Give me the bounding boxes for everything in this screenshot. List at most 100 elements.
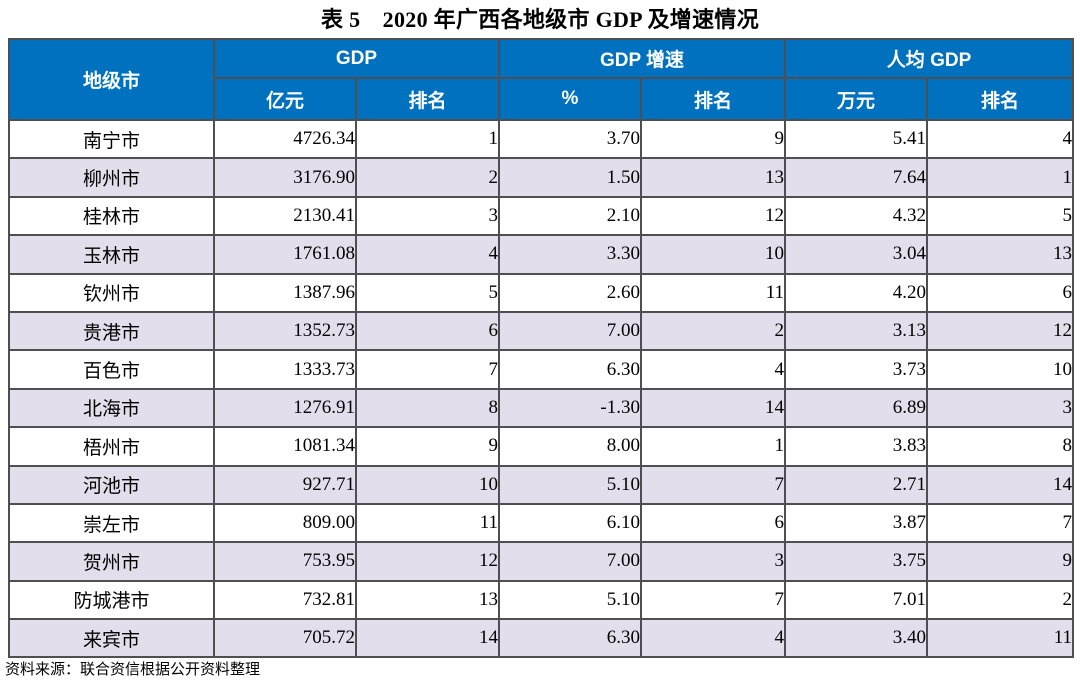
gdp-rank-cell: 3 xyxy=(355,195,500,237)
growth-rank-cell: 4 xyxy=(639,618,787,659)
city-name-cell: 桂林市 xyxy=(8,195,215,237)
growth-rank-cell: 4 xyxy=(639,349,787,390)
city-name-cell: 北海市 xyxy=(8,387,215,429)
gdp-value-cell: 1276.91 xyxy=(213,387,357,429)
gdp-value-cell: 1761.08 xyxy=(213,234,357,275)
per-capita-value-cell: 7.01 xyxy=(784,579,929,621)
growth-value-cell: 5.10 xyxy=(498,579,642,621)
gdp-rank-cell: 13 xyxy=(355,579,500,621)
per-capita-value-cell: 3.13 xyxy=(784,310,929,352)
growth-value-cell: 1.50 xyxy=(498,157,642,198)
table-row: 贵港市 1352.73 6 7.00 2 3.13 12 xyxy=(8,310,1075,352)
header-cell-gdp-rank: 排名 xyxy=(355,77,500,121)
gdp-rank-cell: 10 xyxy=(355,464,500,505)
header-cell-growth-rank: 排名 xyxy=(639,77,787,121)
growth-rank-cell: 6 xyxy=(639,502,787,544)
table-row: 河池市 927.71 10 5.10 7 2.71 14 xyxy=(8,464,1075,505)
gdp-value-cell: 1333.73 xyxy=(213,349,357,390)
growth-rank-cell: 1 xyxy=(639,426,787,467)
table-row: 南宁市 4726.34 1 3.70 9 5.41 4 xyxy=(8,118,1075,160)
growth-value-cell: 7.00 xyxy=(498,310,642,352)
growth-rank-cell: 3 xyxy=(639,541,787,582)
growth-value-cell: 6.10 xyxy=(498,502,642,544)
table-row: 防城港市 732.81 13 5.10 7 7.01 2 xyxy=(8,579,1075,621)
gdp-rank-cell: 5 xyxy=(355,272,500,313)
per-capita-value-cell: 3.04 xyxy=(784,234,929,275)
table-row: 崇左市 809.00 11 6.10 6 3.87 7 xyxy=(8,502,1075,544)
table-row: 梧州市 1081.34 9 8.00 1 3.83 8 xyxy=(8,426,1075,467)
growth-rank-cell: 14 xyxy=(639,387,787,429)
growth-rank-cell: 12 xyxy=(639,195,787,237)
per-capita-value-cell: 7.64 xyxy=(784,157,929,198)
per-capita-rank-cell: 1 xyxy=(926,157,1075,198)
per-capita-value-cell: 3.87 xyxy=(784,502,929,544)
city-name-cell: 崇左市 xyxy=(8,502,215,544)
city-name-cell: 贺州市 xyxy=(8,541,215,582)
per-capita-value-cell: 4.32 xyxy=(784,195,929,237)
city-name-cell: 来宾市 xyxy=(8,618,215,659)
gdp-value-cell: 2130.41 xyxy=(213,195,357,237)
header-cell-growth-unit: % xyxy=(498,77,642,121)
growth-value-cell: 6.30 xyxy=(498,618,642,659)
per-capita-value-cell: 3.40 xyxy=(784,618,929,659)
gdp-rank-cell: 11 xyxy=(355,502,500,544)
table-row: 钦州市 1387.96 5 2.60 11 4.20 6 xyxy=(8,272,1075,313)
gdp-rank-cell: 4 xyxy=(355,234,500,275)
growth-value-cell: 2.10 xyxy=(498,195,642,237)
header-cell-gdp-unit: 亿元 xyxy=(213,77,357,121)
city-name-cell: 河池市 xyxy=(8,464,215,505)
city-name-cell: 钦州市 xyxy=(8,272,215,313)
growth-value-cell: 5.10 xyxy=(498,464,642,505)
per-capita-value-cell: 4.20 xyxy=(784,272,929,313)
table-row: 贺州市 753.95 12 7.00 3 3.75 9 xyxy=(8,541,1075,582)
gdp-value-cell: 1352.73 xyxy=(213,310,357,352)
growth-rank-cell: 11 xyxy=(639,272,787,313)
growth-rank-cell: 7 xyxy=(639,464,787,505)
header-unit-row: 亿元 排名 % 排名 万元 排名 xyxy=(9,77,1075,121)
table-body: 南宁市 4726.34 1 3.70 9 5.41 4 柳州市 3176.90 … xyxy=(8,118,1075,659)
growth-rank-cell: 9 xyxy=(639,118,787,160)
gdp-rank-cell: 8 xyxy=(355,387,500,429)
city-name-cell: 百色市 xyxy=(8,349,215,390)
header-group-row: 地级市 GDP GDP 增速 人均 GDP xyxy=(8,38,1075,121)
per-capita-rank-cell: 3 xyxy=(926,387,1075,429)
city-name-cell: 南宁市 xyxy=(8,118,215,160)
table-row: 玉林市 1761.08 4 3.30 10 3.04 13 xyxy=(8,234,1075,275)
gdp-value-cell: 3176.90 xyxy=(213,157,357,198)
per-capita-rank-cell: 9 xyxy=(926,541,1075,582)
gdp-value-cell: 809.00 xyxy=(213,502,357,544)
growth-value-cell: 7.00 xyxy=(498,541,642,582)
table-row: 柳州市 3176.90 2 1.50 13 7.64 1 xyxy=(8,157,1075,198)
per-capita-rank-cell: 5 xyxy=(926,195,1075,237)
table-row: 北海市 1276.91 8 -1.30 14 6.89 3 xyxy=(8,387,1075,429)
city-name-cell: 柳州市 xyxy=(8,157,215,198)
city-name-cell: 梧州市 xyxy=(8,426,215,467)
gdp-value-cell: 1387.96 xyxy=(213,272,357,313)
city-name-cell: 玉林市 xyxy=(8,234,215,275)
gdp-rank-cell: 7 xyxy=(355,349,500,390)
gdp-rank-cell: 6 xyxy=(355,310,500,352)
per-capita-rank-cell: 8 xyxy=(926,426,1075,467)
gdp-table: 地级市 GDP GDP 增速 人均 GDP 亿元 排名 % 排名 万元 排名 南… xyxy=(8,38,1075,659)
gdp-rank-cell: 14 xyxy=(355,618,500,659)
city-name-cell: 贵港市 xyxy=(8,310,215,352)
per-capita-value-cell: 2.71 xyxy=(784,464,929,505)
gdp-rank-cell: 12 xyxy=(355,541,500,582)
gdp-value-cell: 753.95 xyxy=(213,541,357,582)
growth-rank-cell: 2 xyxy=(639,310,787,352)
source-note: 资料来源：联合资信根据公开资料整理 xyxy=(5,662,261,678)
per-capita-rank-cell: 13 xyxy=(926,234,1075,275)
gdp-value-cell: 732.81 xyxy=(213,579,357,621)
growth-value-cell: 2.60 xyxy=(498,272,642,313)
growth-value-cell: 3.30 xyxy=(498,234,642,275)
header-group-gdp: GDP xyxy=(213,38,500,79)
growth-value-cell: -1.30 xyxy=(498,387,642,429)
gdp-rank-cell: 2 xyxy=(355,157,500,198)
growth-value-cell: 3.70 xyxy=(498,118,642,160)
header-cell-city: 地级市 xyxy=(8,38,215,121)
growth-rank-cell: 7 xyxy=(639,579,787,621)
per-capita-rank-cell: 12 xyxy=(926,310,1075,352)
per-capita-value-cell: 3.83 xyxy=(784,426,929,467)
header-cell-pc-unit: 万元 xyxy=(784,77,929,121)
